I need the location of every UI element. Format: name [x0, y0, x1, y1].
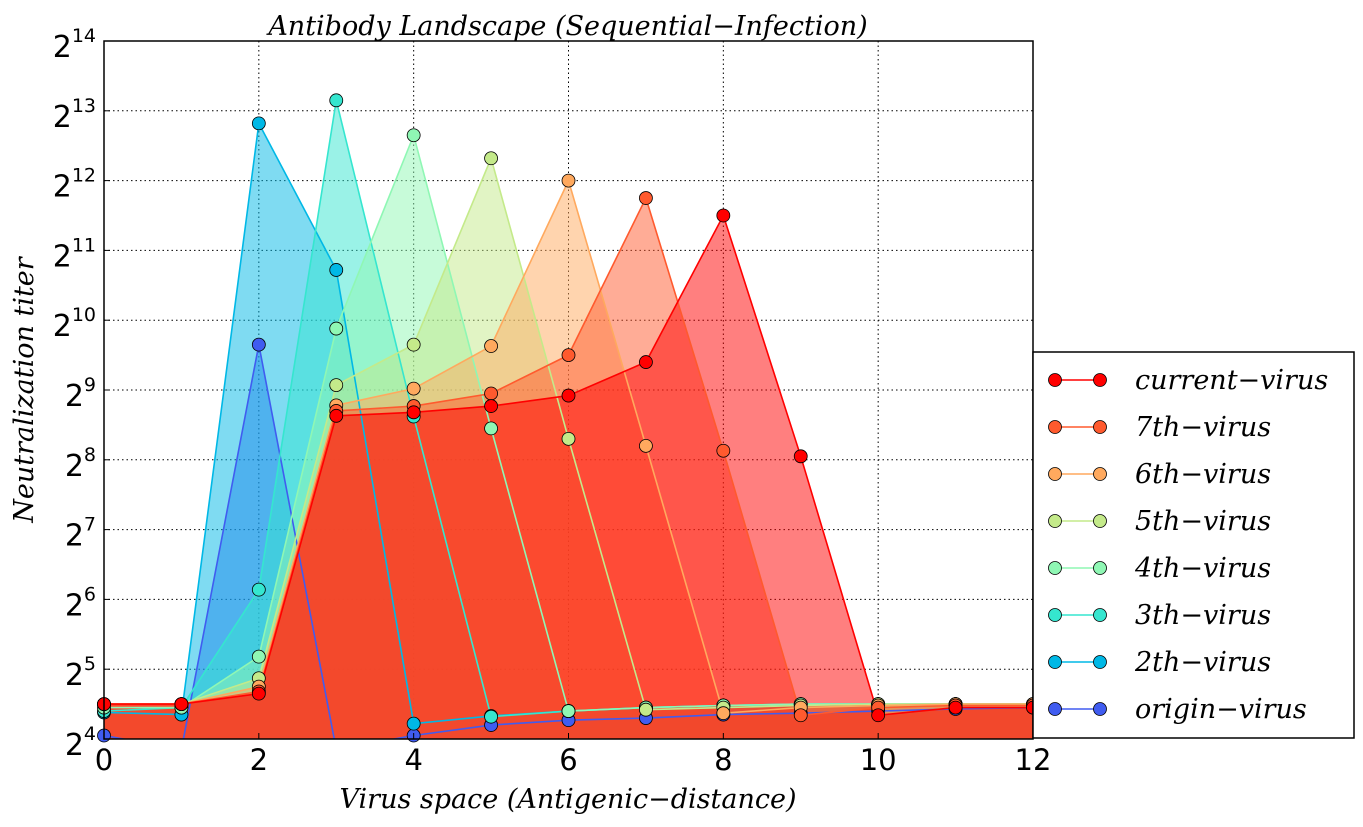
y-tick-labels: 24 25 26 27 28 29 210 211 212 213 214 [53, 25, 110, 763]
y-tick-label: 27 [65, 514, 96, 554]
legend-box [1032, 351, 1355, 739]
legend-label: 3th−virus [1135, 600, 1271, 631]
y-tick-label: 25 [65, 653, 96, 693]
y-tick-label: 213 [53, 95, 96, 135]
legend-marker [1048, 655, 1062, 669]
data-point [251, 582, 266, 597]
data-point [484, 709, 498, 724]
data-point [716, 208, 731, 223]
y-tick-label: 214 [53, 25, 96, 65]
data-point [716, 443, 731, 458]
data-point [561, 348, 576, 363]
data-point [251, 686, 266, 701]
data-point [484, 421, 498, 436]
data-point [948, 700, 963, 715]
data-point [329, 93, 344, 108]
legend-marker [1093, 561, 1107, 575]
legend-marker [1048, 561, 1062, 575]
data-point [174, 697, 189, 711]
legend-label: 7th−virus [1135, 412, 1271, 443]
x-tick-label: 6 [559, 743, 577, 777]
legend-label: origin−virus [1135, 694, 1307, 725]
data-point [406, 128, 421, 143]
x-tick-label: 0 [95, 743, 113, 777]
chart-title: Antibody Landscape (Sequential−Infection… [265, 11, 867, 42]
data-point [329, 263, 344, 277]
legend-label: 6th−virus [1135, 459, 1271, 490]
legend-marker [1093, 702, 1107, 716]
data-point [561, 388, 576, 403]
data-point [639, 438, 653, 453]
data-point [484, 386, 498, 401]
legend: current−virus 7th−virus 6th−virus 5th−virus… [1032, 351, 1355, 739]
legend-marker [1048, 467, 1062, 481]
data-point [406, 337, 421, 352]
legend-marker [1048, 702, 1062, 716]
data-point [329, 321, 344, 336]
x-tick-label: 8 [714, 743, 732, 777]
x-tick-label: 10 [860, 743, 897, 777]
x-tick-label: 2 [250, 743, 268, 777]
legend-marker [1093, 420, 1107, 434]
legend-marker [1048, 373, 1062, 387]
x-tick-labels: 0 2 4 6 8 10 12 [95, 733, 1052, 777]
data-point [251, 116, 266, 131]
data-point [639, 355, 653, 369]
y-axis-label: Neutralization titer [9, 255, 40, 523]
data-point [251, 337, 266, 352]
y-tick-label: 29 [65, 374, 96, 414]
data-point [561, 173, 576, 188]
y-tick-label: 211 [53, 234, 96, 274]
legend-marker [1093, 655, 1107, 669]
data-point [639, 702, 653, 717]
data-point [406, 716, 421, 731]
y-tick-label: 212 [53, 165, 96, 205]
legend-marker [1048, 420, 1062, 434]
data-point [871, 708, 886, 723]
data-point [251, 649, 266, 664]
legend-label: 2th−virus [1134, 647, 1271, 678]
legend-label: current−virus [1135, 365, 1328, 396]
series-area [104, 215, 1033, 739]
legend-marker [1093, 514, 1107, 528]
x-tick-label: 4 [404, 743, 422, 777]
data-point [406, 381, 421, 396]
data-point [716, 706, 731, 721]
data-point [561, 431, 576, 446]
data-point [639, 191, 653, 205]
x-axis-label: Virus space (Antigenic−distance) [340, 784, 797, 815]
y-tick-label: 28 [65, 444, 96, 484]
legend-marker [1093, 467, 1107, 481]
data-point [484, 399, 498, 413]
data-point [329, 378, 344, 393]
data-point [793, 449, 808, 464]
legend-marker [1048, 514, 1062, 528]
x-tick-label: 12 [1015, 743, 1052, 777]
legend-marker [1048, 608, 1062, 622]
legend-marker [1093, 608, 1107, 622]
data-point [484, 339, 498, 353]
y-tick-label: 26 [65, 583, 96, 623]
legend-label: 5th−virus [1135, 506, 1271, 537]
data-point [406, 405, 421, 420]
data-point [793, 708, 808, 723]
series-areas [104, 100, 1033, 739]
series-points [97, 93, 1040, 743]
data-point [484, 151, 498, 166]
y-tick-label: 24 [65, 723, 96, 763]
legend-marker [1093, 373, 1107, 387]
data-point [329, 408, 344, 423]
y-tick-label: 210 [53, 304, 96, 344]
legend-label: 4th−virus [1134, 553, 1271, 584]
data-point [561, 704, 576, 718]
